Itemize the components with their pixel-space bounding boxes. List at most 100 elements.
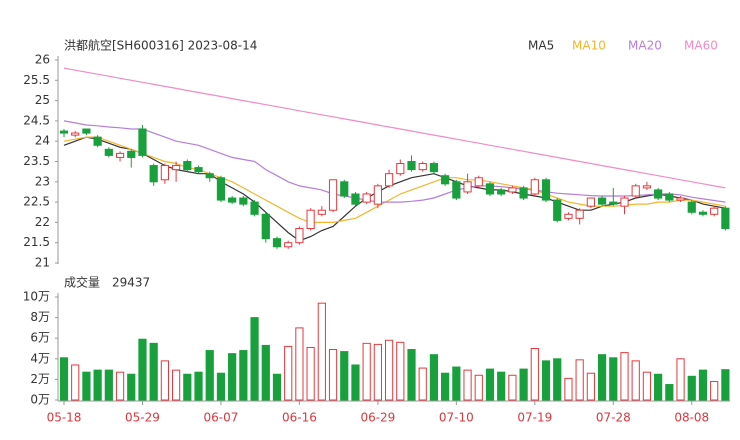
candle-body xyxy=(698,211,708,215)
candle-body xyxy=(452,181,461,199)
y-tick-label: 25 xyxy=(35,93,50,107)
candle-body xyxy=(654,189,663,199)
candle-body xyxy=(530,179,539,195)
candle-body xyxy=(216,177,226,201)
candle-body xyxy=(463,181,472,193)
candle-body xyxy=(272,238,282,248)
volume-bar xyxy=(687,375,696,401)
volume-bar xyxy=(351,364,360,401)
volume-title: 成交量 xyxy=(64,275,100,290)
candle-body xyxy=(407,161,416,171)
volume-bar xyxy=(721,369,730,401)
ma-line xyxy=(63,120,726,203)
candle-body xyxy=(71,132,80,136)
volume-bar xyxy=(429,354,439,401)
x-tick-label: 08-08 xyxy=(674,411,709,425)
x-tick-label: 07-19 xyxy=(517,411,552,425)
candle-body xyxy=(541,179,551,201)
volume-bar xyxy=(575,359,584,401)
volume-tick-label: 4万 xyxy=(30,351,50,365)
legend-entry: MA10 xyxy=(572,39,606,53)
candle-body xyxy=(418,163,427,171)
volume-bar xyxy=(485,368,495,401)
y-tick-label: 22 xyxy=(35,215,50,229)
candle-body xyxy=(284,242,293,248)
volume-bar xyxy=(93,369,102,401)
legend-entry: MA20 xyxy=(628,39,662,53)
volume-bar xyxy=(104,369,113,401)
ma-line xyxy=(63,136,726,223)
volume-bar xyxy=(530,348,539,401)
x-tick-label: 06-07 xyxy=(204,411,239,425)
candle-body xyxy=(384,173,394,187)
volume-bar xyxy=(362,342,371,401)
volume-bar xyxy=(272,373,282,401)
candle-body xyxy=(519,187,528,199)
candle-body xyxy=(620,197,629,207)
volume-bar xyxy=(127,373,136,401)
volume-bar xyxy=(115,371,125,401)
y-tick-label: 21 xyxy=(35,256,50,270)
candle-body xyxy=(351,193,360,205)
volume-bar xyxy=(183,373,192,401)
volume-bar xyxy=(631,360,640,401)
volume-bar xyxy=(71,364,80,401)
ma-line xyxy=(63,67,726,189)
candle-body xyxy=(597,197,607,205)
candle-body xyxy=(306,209,315,229)
volume-tick-label: 2万 xyxy=(30,372,50,386)
volume-bar xyxy=(586,372,595,401)
y-tick-label: 23.5 xyxy=(23,154,50,168)
volume-bar xyxy=(160,360,169,401)
volume-bar xyxy=(138,338,147,401)
volume-bar xyxy=(452,366,461,401)
candle-body xyxy=(149,165,158,183)
candle-body xyxy=(104,148,113,156)
candle-body xyxy=(553,199,562,221)
x-tick-label: 05-18 xyxy=(47,411,82,425)
volume-bar xyxy=(474,374,483,401)
ma-line xyxy=(63,136,726,242)
candle-body xyxy=(250,201,259,215)
y-tick-label: 26 xyxy=(35,53,50,67)
candle-body xyxy=(508,187,517,193)
volume-bar xyxy=(82,371,91,401)
volume-last: 29437 xyxy=(112,276,150,290)
candle-body xyxy=(642,185,652,189)
volume-bar xyxy=(396,341,405,401)
volume-bar xyxy=(519,368,528,401)
candle-body xyxy=(317,209,326,215)
y-tick-label: 21.5 xyxy=(23,235,50,249)
volume-bar xyxy=(317,302,326,401)
x-tick-label: 05-29 xyxy=(125,411,160,425)
candle-body xyxy=(138,128,147,156)
volume-bar xyxy=(228,353,237,401)
volume-bar xyxy=(59,357,69,401)
volume-bar xyxy=(194,371,203,401)
candle-body xyxy=(441,175,450,185)
candle-body xyxy=(228,197,237,203)
candle-body xyxy=(194,167,203,173)
candle-body xyxy=(575,209,584,219)
candle-body xyxy=(328,179,338,211)
x-tick-label: 06-29 xyxy=(360,411,395,425)
volume-bar xyxy=(497,371,506,401)
candle-body xyxy=(172,165,181,171)
volume-tick-label: 8万 xyxy=(30,310,50,324)
candle-body xyxy=(115,152,125,158)
volume-bar xyxy=(564,377,573,401)
volume-bar xyxy=(216,372,226,401)
volume-bar xyxy=(250,317,259,401)
volume-bar xyxy=(620,352,629,401)
candle-body xyxy=(721,207,730,229)
volume-bar xyxy=(642,371,652,401)
candle-body xyxy=(485,183,495,195)
candle-body xyxy=(340,181,349,197)
volume-bar xyxy=(239,350,248,401)
volume-bar xyxy=(418,367,427,401)
candle-body xyxy=(205,173,214,179)
volume-bar xyxy=(463,369,472,401)
candle-body xyxy=(497,189,506,195)
volume-bar xyxy=(261,344,270,401)
